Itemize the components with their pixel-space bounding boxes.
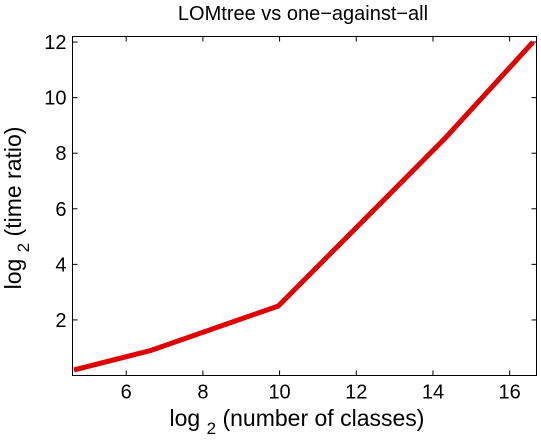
x-axis-label-suffix: (number of classes) (222, 405, 424, 431)
y-axis-label-suffix: (time ratio) (0, 127, 26, 237)
y-tick-label: 2 (55, 310, 66, 332)
y-axis-label: log 2 (time ratio) (0, 127, 34, 290)
y-tick-label: 4 (55, 254, 66, 276)
x-tick-label: 8 (197, 382, 208, 404)
y-tick-label: 10 (44, 88, 66, 110)
x-axis-label-subscript: 2 (207, 419, 216, 438)
series-layer (73, 40, 535, 373)
x-axis-ticks: 6 8 10 12 14 16 (121, 36, 521, 404)
y-axis-label-prefix: log (0, 259, 26, 290)
x-axis-label-prefix: log (170, 405, 201, 431)
x-axis-label: log 2 (number of classes) (170, 405, 425, 439)
x-tick-label: 14 (422, 382, 444, 404)
series-line-1 (73, 40, 535, 373)
x-tick-label: 10 (268, 382, 290, 404)
x-tick-label: 12 (345, 382, 367, 404)
x-tick-label: 16 (499, 382, 521, 404)
chart-title: LOMtree vs one−against−all (178, 3, 428, 25)
plot-area-frame (72, 36, 537, 376)
y-tick-label: 8 (55, 143, 66, 165)
y-axis-ticks: 2 4 6 8 10 12 (44, 32, 537, 332)
y-tick-label: 6 (55, 199, 66, 221)
y-tick-label: 12 (44, 32, 66, 54)
y-axis-label-subscript: 2 (14, 243, 33, 252)
x-tick-label: 6 (121, 382, 132, 404)
